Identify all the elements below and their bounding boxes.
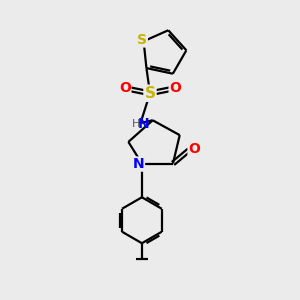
Text: S: S: [145, 86, 155, 101]
Text: O: O: [188, 142, 200, 156]
Text: O: O: [169, 81, 181, 95]
Text: N: N: [138, 117, 150, 131]
Text: H: H: [131, 119, 140, 129]
Text: S: S: [137, 33, 147, 47]
Text: N: N: [133, 157, 145, 171]
Text: O: O: [119, 81, 131, 95]
